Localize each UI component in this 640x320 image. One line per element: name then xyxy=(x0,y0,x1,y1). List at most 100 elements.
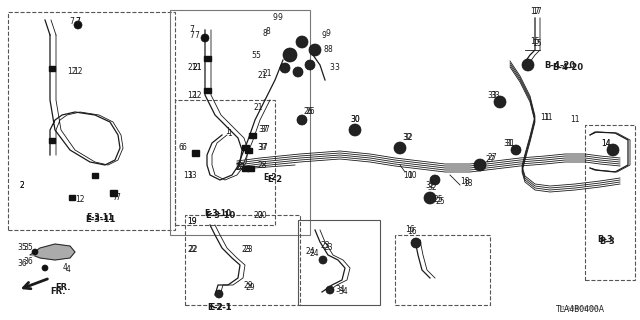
Text: 32: 32 xyxy=(425,180,435,189)
Bar xyxy=(204,87,211,92)
Text: 21: 21 xyxy=(192,63,202,73)
Bar xyxy=(395,235,490,305)
Circle shape xyxy=(319,256,327,264)
Text: 36: 36 xyxy=(23,258,33,267)
Text: E-2: E-2 xyxy=(268,175,283,185)
Text: E-3-10: E-3-10 xyxy=(204,209,232,218)
Text: 8: 8 xyxy=(266,28,270,36)
Text: B-3: B-3 xyxy=(597,236,613,244)
Text: 4: 4 xyxy=(65,266,70,275)
Bar xyxy=(175,100,275,225)
Bar xyxy=(248,132,255,138)
Text: 5: 5 xyxy=(252,51,257,60)
Text: B-4-20: B-4-20 xyxy=(552,62,584,71)
Circle shape xyxy=(494,96,506,108)
Circle shape xyxy=(411,238,421,248)
Text: 35: 35 xyxy=(23,244,33,252)
Bar xyxy=(241,145,248,149)
Bar xyxy=(246,165,253,171)
Text: 11: 11 xyxy=(543,114,553,123)
Text: 6: 6 xyxy=(179,142,184,151)
Text: 12: 12 xyxy=(76,196,84,204)
Bar xyxy=(204,55,211,60)
Bar xyxy=(92,172,98,178)
Text: 2: 2 xyxy=(20,180,24,189)
Circle shape xyxy=(215,290,223,298)
Text: 37: 37 xyxy=(257,143,267,153)
Text: 8: 8 xyxy=(328,45,332,54)
Text: 25: 25 xyxy=(433,196,443,204)
Text: E-3-11: E-3-11 xyxy=(86,213,114,222)
Circle shape xyxy=(283,48,297,62)
Text: 37: 37 xyxy=(260,125,270,134)
Text: 31: 31 xyxy=(503,139,513,148)
Text: 20: 20 xyxy=(253,211,263,220)
Circle shape xyxy=(32,249,38,255)
Bar xyxy=(170,10,310,235)
Text: 7: 7 xyxy=(70,18,74,27)
Text: E-2-1: E-2-1 xyxy=(208,303,232,313)
Text: 24: 24 xyxy=(309,250,319,259)
Text: 12: 12 xyxy=(73,68,83,76)
Text: 22: 22 xyxy=(188,245,196,254)
Text: 11: 11 xyxy=(570,116,580,124)
Text: 7: 7 xyxy=(76,18,81,27)
Text: 10: 10 xyxy=(403,171,413,180)
Text: 30: 30 xyxy=(350,116,360,124)
Circle shape xyxy=(293,67,303,77)
Text: 14: 14 xyxy=(601,139,611,148)
Bar xyxy=(191,150,198,156)
Circle shape xyxy=(296,36,308,48)
Text: 25: 25 xyxy=(435,197,445,206)
Text: 18: 18 xyxy=(463,179,473,188)
Text: 7: 7 xyxy=(113,194,117,203)
Text: 4: 4 xyxy=(63,263,67,273)
Text: 23: 23 xyxy=(243,245,253,254)
Text: 16: 16 xyxy=(405,226,415,235)
Text: 30: 30 xyxy=(350,116,360,124)
Bar xyxy=(109,190,116,196)
Text: 28: 28 xyxy=(257,161,267,170)
Circle shape xyxy=(474,159,486,171)
Text: 26: 26 xyxy=(303,108,313,116)
Bar xyxy=(585,125,635,280)
Bar xyxy=(298,220,380,305)
Text: 13: 13 xyxy=(183,171,193,180)
Text: 24: 24 xyxy=(305,247,315,257)
Text: 12: 12 xyxy=(67,68,77,76)
Text: 15: 15 xyxy=(530,37,540,46)
Text: 11: 11 xyxy=(540,114,550,123)
Text: 2: 2 xyxy=(20,180,24,189)
Text: 37: 37 xyxy=(258,125,268,134)
Text: 34: 34 xyxy=(335,285,345,294)
Text: 8: 8 xyxy=(262,28,268,37)
Text: 32: 32 xyxy=(427,182,437,191)
Text: 31: 31 xyxy=(505,139,515,148)
Polygon shape xyxy=(30,244,75,260)
Text: 13: 13 xyxy=(187,171,197,180)
Circle shape xyxy=(74,21,82,29)
Text: 1: 1 xyxy=(226,127,230,137)
Text: 34: 34 xyxy=(338,287,348,297)
Circle shape xyxy=(326,286,334,294)
Text: 3: 3 xyxy=(335,63,339,73)
Circle shape xyxy=(297,115,307,125)
Text: 9: 9 xyxy=(273,13,277,22)
Text: 7: 7 xyxy=(189,26,195,35)
Text: 7: 7 xyxy=(76,18,81,27)
Text: 18: 18 xyxy=(460,178,470,187)
Text: B-4-20: B-4-20 xyxy=(545,60,575,69)
Circle shape xyxy=(424,192,436,204)
Text: 23: 23 xyxy=(241,245,251,254)
Text: TLA4B0400A: TLA4B0400A xyxy=(556,305,605,314)
Text: 27: 27 xyxy=(485,156,495,164)
Bar xyxy=(49,138,55,142)
Text: 21: 21 xyxy=(257,70,267,79)
Text: 9: 9 xyxy=(278,13,282,22)
Text: 19: 19 xyxy=(187,218,197,227)
Text: 5: 5 xyxy=(255,51,260,60)
Text: 22: 22 xyxy=(188,245,198,254)
Text: 20: 20 xyxy=(257,211,267,220)
Text: 1: 1 xyxy=(228,129,232,138)
Text: E-3-10: E-3-10 xyxy=(205,211,235,220)
